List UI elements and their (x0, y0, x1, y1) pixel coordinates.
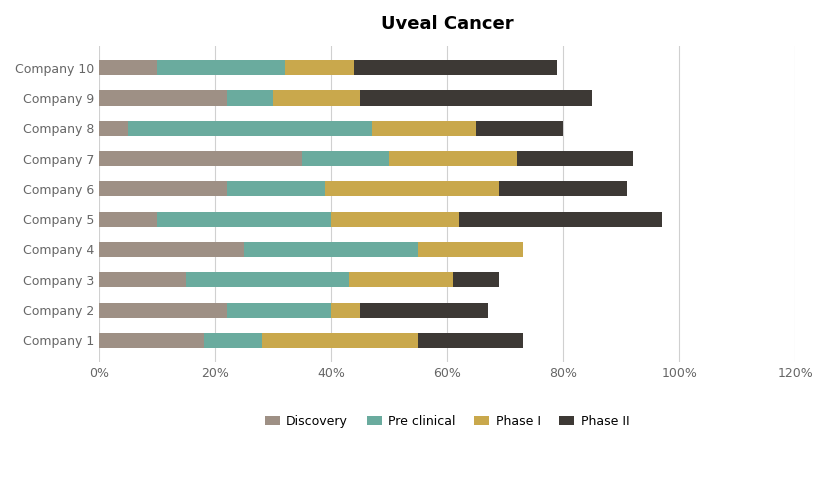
Bar (244, 242, 418, 257)
Bar (325, 181, 499, 196)
Bar (99, 333, 203, 348)
Bar (99, 272, 186, 287)
Bar (99, 181, 227, 196)
Bar (331, 212, 458, 227)
Bar (331, 302, 360, 318)
Bar (128, 121, 371, 136)
Bar (99, 242, 244, 257)
Bar (157, 60, 284, 75)
Bar (418, 333, 522, 348)
Bar (371, 121, 476, 136)
Bar (452, 272, 499, 287)
Bar (516, 151, 632, 166)
Bar (203, 333, 261, 348)
Bar (227, 302, 331, 318)
Bar (389, 151, 516, 166)
Bar (99, 302, 227, 318)
Bar (360, 90, 591, 105)
Bar (99, 121, 128, 136)
Bar (354, 60, 557, 75)
Bar (348, 272, 452, 287)
Bar (227, 90, 273, 105)
Bar (99, 60, 157, 75)
Bar (284, 60, 354, 75)
Bar (302, 151, 389, 166)
Legend: Discovery, Pre clinical, Phase I, Phase II: Discovery, Pre clinical, Phase I, Phase … (260, 410, 633, 433)
Bar (227, 181, 325, 196)
Bar (418, 242, 522, 257)
Bar (186, 272, 348, 287)
Bar (99, 212, 157, 227)
Bar (157, 212, 331, 227)
Bar (273, 90, 360, 105)
Bar (261, 333, 418, 348)
Bar (458, 212, 661, 227)
Bar (99, 151, 302, 166)
Bar (360, 302, 487, 318)
Bar (476, 121, 562, 136)
Title: Uveal Cancer: Uveal Cancer (380, 15, 513, 33)
Bar (99, 90, 227, 105)
Bar (499, 181, 626, 196)
